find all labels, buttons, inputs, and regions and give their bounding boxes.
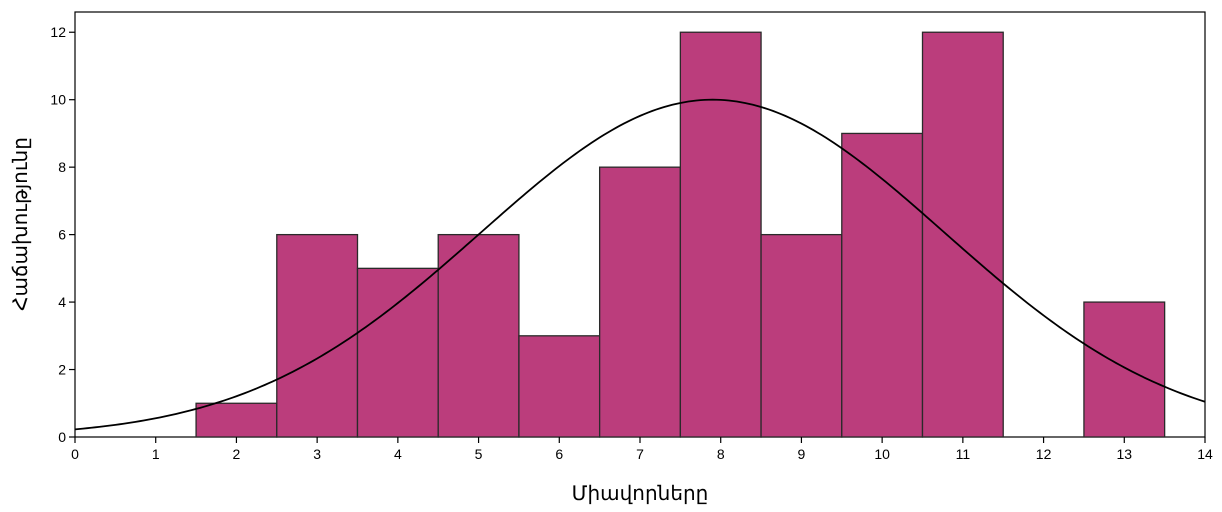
x-tick-label: 1 — [152, 446, 160, 462]
y-axis-title: Հաճախությունը — [10, 137, 32, 311]
x-tick-label: 11 — [956, 446, 971, 462]
x-tick-label: 8 — [717, 446, 725, 462]
x-axis-title: Միավորները — [572, 483, 709, 505]
histogram-bar — [598, 166, 682, 438]
histogram-bar — [518, 335, 601, 438]
histogram-bar — [356, 267, 439, 438]
histogram-bars — [195, 31, 1166, 438]
x-tick-label: 2 — [233, 446, 241, 462]
histogram-bar — [1083, 301, 1166, 438]
x-tick-label: 14 — [1197, 446, 1213, 462]
y-tick-label: 2 — [58, 362, 66, 378]
normal-curve — [74, 98, 1206, 431]
x-tick-label: 10 — [874, 446, 890, 462]
x-tick-label: 7 — [636, 446, 644, 462]
y-axis: 0 2 4 6 8 10 12 — [50, 24, 75, 445]
x-tick-label: 4 — [394, 446, 402, 462]
histogram-bar — [921, 31, 1004, 438]
x-tick-label: 13 — [1116, 446, 1132, 462]
x-tick-label: 12 — [1036, 446, 1052, 462]
x-axis: 0 1 2 3 4 5 6 7 8 9 10 11 12 13 14 — [71, 437, 1213, 462]
y-tick-label: 12 — [50, 24, 66, 40]
x-tick-label: 0 — [71, 446, 79, 462]
y-tick-label: 8 — [58, 159, 66, 175]
x-tick-label: 6 — [555, 446, 563, 462]
y-tick-label: 4 — [58, 294, 66, 310]
histogram-bar — [195, 402, 278, 438]
y-tick-label: 10 — [50, 92, 66, 108]
histogram-bar — [276, 233, 359, 438]
x-tick-label: 9 — [798, 446, 806, 462]
histogram-bar — [760, 233, 843, 438]
y-tick-label: 6 — [58, 227, 66, 243]
histogram-bar — [841, 132, 924, 438]
x-tick-label: 5 — [475, 446, 483, 462]
y-tick-label: 0 — [58, 429, 66, 445]
histogram-bar — [437, 233, 520, 438]
histogram-bar — [679, 31, 762, 438]
x-tick-label: 3 — [313, 446, 321, 462]
